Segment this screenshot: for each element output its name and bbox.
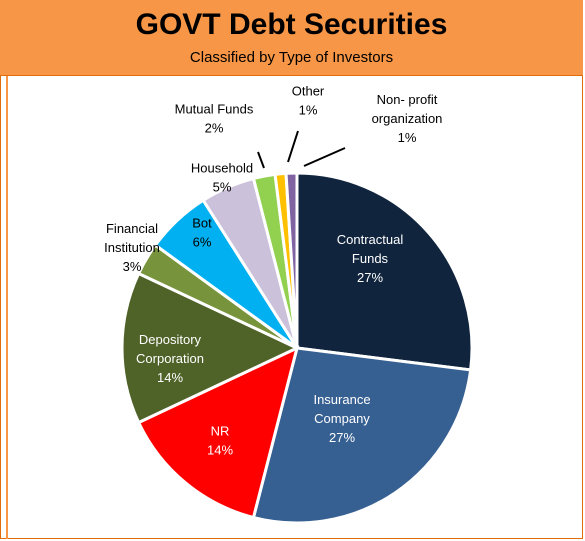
pie-slice-nr (136, 345, 300, 520)
leader-line-non-profit-organization (303, 147, 346, 167)
data-label-financial-institution: Financial Institution 3% (104, 221, 160, 274)
chart-title: GOVT Debt Securities (135, 8, 448, 41)
pie-slice-insurance-company (251, 346, 473, 525)
data-label-non-profit-organization: Non- profit organization 1% (372, 92, 443, 145)
chart-header: GOVT Debt Securities Classified by Type … (0, 0, 583, 76)
left-accent-line (6, 76, 8, 539)
data-label-household: Household 5% (191, 161, 253, 195)
data-label-bot: Bot 6% (192, 216, 212, 250)
pie-slice-contractual-funds (295, 171, 474, 372)
data-label-depository-corporation: Depository Corporation 14% (136, 332, 204, 385)
leader-line-mutual-funds (257, 151, 265, 169)
data-label-contractual-funds: Contractual Funds 27% (337, 232, 404, 285)
data-label-other: Other 1% (292, 84, 325, 118)
pie-slice-depository-corporation (120, 271, 301, 425)
data-label-insurance-company: Insurance Company 27% (313, 392, 370, 445)
pie-slice-non-profit-organization (284, 171, 299, 349)
chart-subtitle: Classified by Type of Investors (189, 49, 394, 66)
leader-line-other (287, 130, 299, 163)
data-label-mutual-funds: Mutual Funds 2% (175, 102, 254, 136)
data-label-nr: NR 14% (207, 424, 233, 458)
